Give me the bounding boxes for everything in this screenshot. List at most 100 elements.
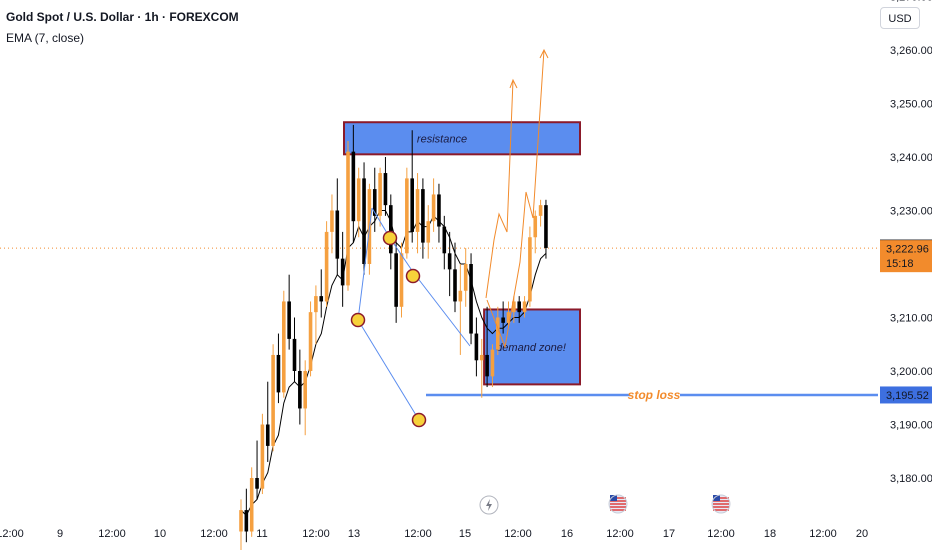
candle-body [389,205,393,254]
x-tick-label: 12:00 [809,528,837,540]
candle-body [394,253,398,307]
candle [544,199,548,259]
flag-ring [608,494,628,514]
indicator-label[interactable]: EMA (7, close) [6,31,85,45]
time-axis: 12:00 9 12:00 10 12:00 11 12:00 13 12:00 15 12:00 1… [0,528,868,540]
candle [442,215,447,270]
candle-body [372,189,377,216]
candle-body [490,349,495,377]
stop-loss-label: stop loss [628,388,681,402]
y-tick-label: 3,230.00 [890,206,932,218]
candle [469,253,473,345]
candle-body [324,231,329,302]
candle-body [308,312,313,371]
candle-body [346,151,350,286]
us-flag-event-icon[interactable] [711,494,731,514]
candle-body [512,301,516,313]
candle [415,173,420,254]
x-tick-label: 9 [57,528,63,540]
pivot-marker [405,268,421,284]
x-tick-label: 13 [348,528,360,540]
candle-body [405,178,409,254]
candle [394,237,398,323]
candle [453,242,457,313]
pattern-line-lower [357,319,426,421]
candle-body [340,258,345,286]
candle [458,264,463,355]
candle-body [453,269,457,302]
candle-body [255,478,259,489]
candle-body [314,296,318,313]
candle [324,221,329,307]
bolt-event-icon[interactable] [479,495,499,515]
candle-body [239,510,243,532]
price-label-text: 3,222.96 [886,244,929,256]
price-axis: 3,180.003,190.003,200.003,210.003,220.00… [880,0,932,485]
price-label-bg [880,240,932,273]
candle-body [383,173,388,206]
y-tick-label: 3,240.00 [890,152,932,164]
flag-canton [713,495,720,501]
candle-body [410,178,414,232]
x-tick-label: 20 [856,528,868,540]
candle [501,301,505,334]
candle-body [362,178,366,264]
pivot-marker [411,412,427,428]
candle [276,333,281,404]
x-tick-label: 15 [459,528,471,540]
candle-body [249,478,254,532]
candle-body [276,354,281,393]
candle [490,344,495,388]
flag-ring [711,494,731,514]
candle-body [287,301,291,339]
x-tick-label: 12:00 [98,528,126,540]
resistance-label: resistance [417,133,467,145]
y-tick-label: 3,210.00 [890,313,932,325]
candle [528,226,532,307]
candle [533,210,538,254]
candle [378,167,382,227]
candle-body [292,338,297,371]
candle [372,167,377,232]
candle [437,183,441,243]
candle-body [378,173,382,216]
candle [506,301,511,329]
y-tick-label: 3,260.00 [890,45,932,57]
price-label-bg [880,386,932,404]
candle-body [533,215,538,238]
candle [346,140,350,291]
x-tick-label: 12:00 [404,528,432,540]
candle [308,301,313,377]
candle [239,499,243,550]
candle [335,178,340,275]
candle-body [544,205,548,248]
us-flag-event-icon[interactable] [608,494,628,514]
y-tick-label: 3,200.00 [890,366,932,378]
candle-body [474,333,479,361]
candle [496,306,500,355]
candle-body [496,317,500,350]
pivot-marker [350,312,366,328]
demand-zone [483,308,582,386]
projection-path-1 [485,79,514,299]
candle-body [265,424,270,446]
candle-body [447,253,452,270]
x-tick-label: 18 [764,528,776,540]
candle-body [506,312,511,323]
y-tick-label: 3,270.00 [890,0,932,4]
candle-body [469,264,473,334]
candle-body [426,221,431,243]
candle-body [298,371,302,409]
x-tick-label: 12:00 [504,528,532,540]
arrow-head-1 [509,78,518,89]
x-tick-label: 16 [561,528,573,540]
candle-body [271,354,275,446]
currency-button[interactable]: USD [880,7,920,29]
candle-body [517,301,521,313]
candle-body [303,371,307,409]
candle [303,360,307,436]
candle [244,488,249,543]
candle [512,296,516,323]
